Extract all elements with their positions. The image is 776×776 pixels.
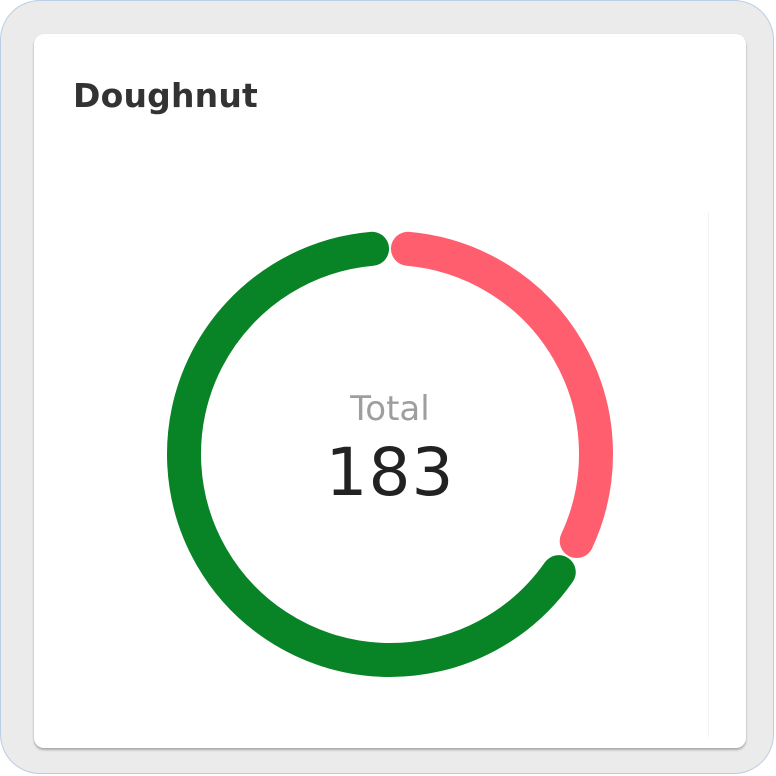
doughnut-segment-1[interactable]: [390, 231, 613, 559]
doughnut-card: Doughnut Total 183: [34, 34, 746, 748]
divider: [708, 212, 709, 737]
doughnut-chart: [167, 231, 613, 677]
center-label: Total: [350, 389, 430, 429]
center-value: 183: [325, 434, 455, 511]
doughnut-segment-2[interactable]: [167, 231, 576, 677]
card-title: Doughnut: [73, 76, 259, 115]
